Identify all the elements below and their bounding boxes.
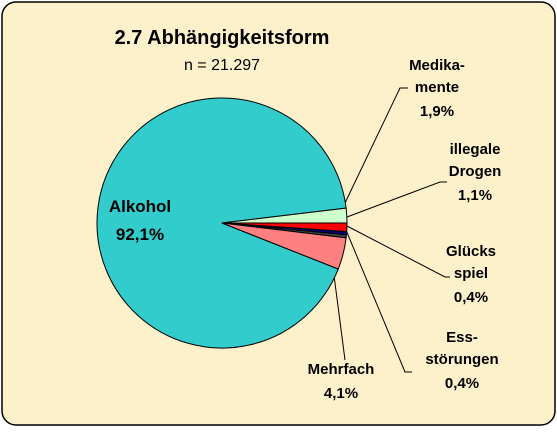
category-line: Mehrfach bbox=[308, 361, 375, 378]
category-label: illegale Drogen 1,1% bbox=[449, 141, 502, 204]
chart-subtitle: n = 21.297 bbox=[184, 57, 260, 74]
value-label: 1,9% bbox=[420, 103, 454, 120]
category-line: illegale bbox=[450, 141, 501, 158]
category-text: Alkohol bbox=[109, 197, 171, 216]
category-line: mente bbox=[415, 79, 459, 96]
value-label: 92,1% bbox=[116, 225, 164, 244]
category-text: Medika-mente bbox=[409, 57, 465, 96]
value-label: 4,1% bbox=[324, 385, 358, 402]
category-line: Drogen bbox=[449, 163, 502, 180]
category-label: Alkohol 92,1% bbox=[109, 197, 171, 244]
pie-slice bbox=[96, 97, 347, 349]
leader-lines bbox=[331, 87, 450, 373]
category-line: Glücks bbox=[446, 243, 496, 260]
value-label: 0,4% bbox=[454, 289, 488, 306]
value-label: 1,1% bbox=[458, 187, 492, 204]
category-text: Mehrfach bbox=[308, 361, 375, 378]
category-label: Mehrfach 4,1% bbox=[308, 361, 375, 402]
category-line: spiel bbox=[454, 265, 488, 282]
category-line: Alkohol bbox=[109, 197, 171, 216]
chart-title: 2.7 Abhängigkeitsform bbox=[115, 27, 330, 49]
category-text: Ess-störungen bbox=[425, 329, 498, 368]
category-text: illegale Drogen bbox=[449, 141, 502, 180]
category-line: Ess- bbox=[446, 329, 478, 346]
value-label: 0,4% bbox=[445, 375, 479, 392]
category-line: Medika- bbox=[409, 57, 465, 74]
category-text: Glücks spiel bbox=[446, 243, 496, 282]
pie-slice bbox=[221, 222, 347, 270]
category-label: Ess-störungen 0,4% bbox=[425, 329, 498, 392]
category-label: Glücks spiel 0,4% bbox=[446, 243, 496, 306]
category-label: Medika-mente 1,9% bbox=[409, 57, 465, 120]
category-line: störungen bbox=[425, 351, 498, 368]
